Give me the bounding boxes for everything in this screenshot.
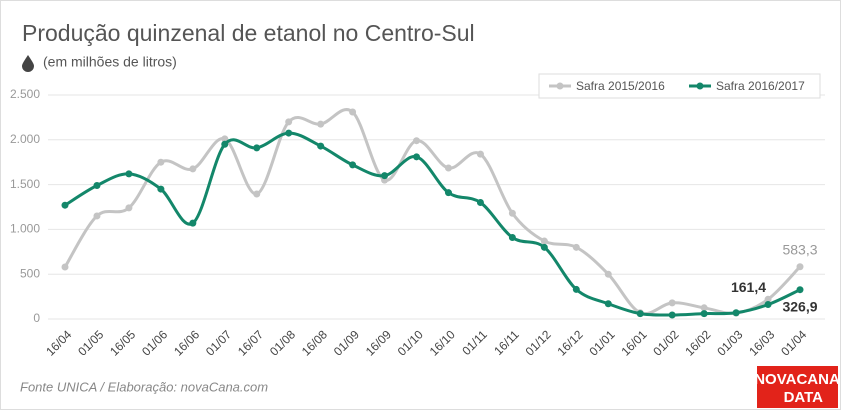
y-tick-label: 2.000 bbox=[10, 132, 40, 146]
point bbox=[540, 237, 548, 245]
point bbox=[349, 108, 357, 116]
point bbox=[413, 153, 421, 161]
point bbox=[253, 144, 261, 152]
point bbox=[604, 300, 612, 308]
chart-subtitle: (em milhões de litros) bbox=[43, 54, 177, 70]
point bbox=[125, 170, 133, 178]
point bbox=[61, 201, 69, 209]
data-label: 326,9 bbox=[782, 298, 817, 314]
point bbox=[572, 243, 580, 251]
legend-label: Safra 2016/2017 bbox=[716, 79, 805, 93]
point bbox=[93, 181, 101, 189]
point bbox=[508, 233, 516, 241]
y-tick-label: 1.000 bbox=[10, 222, 40, 236]
point bbox=[285, 118, 293, 126]
point bbox=[189, 165, 197, 173]
point bbox=[796, 286, 804, 294]
chart-title: Produção quinzenal de etanol no Centro-S… bbox=[22, 20, 475, 46]
point bbox=[732, 309, 740, 317]
point bbox=[668, 299, 676, 307]
point bbox=[221, 140, 229, 148]
point bbox=[572, 285, 580, 293]
point bbox=[508, 209, 516, 217]
point bbox=[93, 212, 101, 220]
point bbox=[125, 204, 133, 212]
legend-label: Safra 2015/2016 bbox=[576, 79, 665, 93]
point bbox=[157, 185, 165, 193]
point bbox=[444, 164, 452, 172]
point bbox=[476, 199, 484, 207]
point bbox=[285, 129, 293, 137]
point bbox=[636, 310, 644, 318]
point bbox=[764, 295, 772, 303]
data-label: 583,3 bbox=[782, 241, 817, 257]
point bbox=[764, 301, 772, 309]
point bbox=[476, 150, 484, 158]
drop-icon bbox=[22, 55, 34, 72]
point bbox=[317, 142, 325, 150]
point bbox=[668, 311, 676, 319]
y-tick-label: 2.500 bbox=[10, 87, 40, 101]
logo-text: NOVACANA bbox=[754, 371, 840, 388]
data-label: 161,4 bbox=[731, 279, 766, 295]
point bbox=[413, 137, 421, 145]
source: Fonte UNICA / Elaboração: novaCana.com bbox=[20, 379, 268, 394]
legend-swatch bbox=[696, 82, 704, 90]
point bbox=[540, 243, 548, 251]
point bbox=[700, 310, 708, 318]
y-tick-label: 0 bbox=[33, 311, 40, 325]
point bbox=[444, 189, 452, 197]
point bbox=[253, 190, 261, 198]
logo-text: DATA bbox=[784, 389, 824, 406]
point bbox=[604, 270, 612, 278]
y-tick-label: 1.500 bbox=[10, 177, 40, 191]
y-tick-label: 500 bbox=[20, 266, 40, 280]
point bbox=[189, 219, 197, 227]
point bbox=[381, 172, 389, 180]
point bbox=[796, 263, 804, 271]
point bbox=[157, 158, 165, 166]
point bbox=[700, 304, 708, 312]
legend-box bbox=[538, 73, 821, 99]
legend-swatch bbox=[556, 82, 564, 90]
point bbox=[317, 120, 325, 128]
point bbox=[349, 161, 357, 169]
point bbox=[61, 263, 69, 271]
logo bbox=[757, 366, 838, 408]
